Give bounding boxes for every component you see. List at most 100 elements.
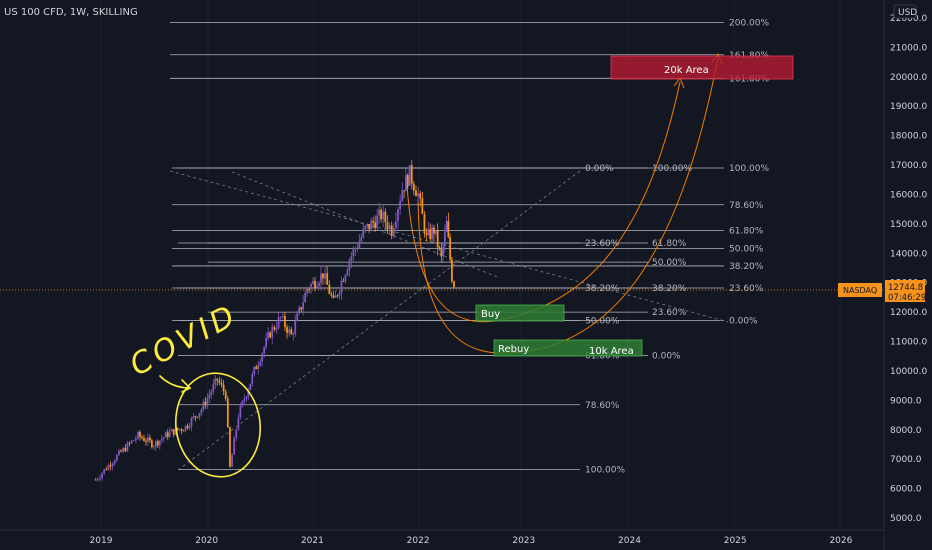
area-10k-label: 10k Area	[589, 346, 634, 357]
candle-body	[229, 427, 231, 467]
candle-body	[364, 226, 367, 230]
buy-label: Buy	[481, 309, 500, 320]
trend-lines	[169, 170, 729, 471]
candle-body	[312, 280, 314, 284]
candle-body	[115, 454, 118, 461]
candle-body	[255, 366, 258, 370]
candle-body	[208, 394, 211, 399]
candle-body	[156, 441, 159, 446]
candle-body	[148, 437, 151, 441]
y-tick-label: 5000.0	[890, 514, 922, 524]
fib-right-label: 61.80%	[729, 226, 764, 236]
target-20k-zone[interactable]: 20k Area	[610, 55, 794, 80]
fib-left-label: 78.60%	[585, 401, 620, 411]
candle-body	[332, 295, 335, 298]
candle-body	[200, 409, 203, 414]
candle-body	[126, 442, 129, 452]
candle-body	[342, 280, 345, 282]
x-tick-label: 2025	[724, 536, 747, 546]
y-tick-label: 16000.0	[890, 190, 927, 200]
candle-body	[447, 221, 450, 238]
symbol-title: US 100 CFD, 1W, SKILLING	[4, 7, 138, 18]
rebuy-zone[interactable]: Rebuy 10k Area	[493, 339, 643, 357]
bar-countdown: 07:46:29	[888, 293, 926, 303]
candle-body	[451, 259, 453, 282]
candle-body	[235, 429, 238, 438]
candle-body	[263, 347, 266, 354]
candle-body	[434, 230, 437, 234]
candle-body	[99, 477, 101, 480]
buy-zone[interactable]: Buy	[475, 304, 565, 322]
candle-body	[403, 190, 405, 192]
candle-body	[326, 273, 329, 285]
fib-inner-label: 100.00%	[652, 164, 692, 174]
candle-body	[308, 289, 310, 290]
candle-body	[288, 329, 291, 334]
candle-body	[145, 441, 147, 442]
x-tick-label: 2019	[90, 536, 113, 546]
candle-body	[243, 399, 246, 402]
x-tick-label: 2023	[512, 536, 535, 546]
candle-body	[257, 365, 260, 370]
candle-body	[412, 183, 415, 191]
candle-body	[277, 317, 280, 328]
y-tick-label: 8000.0	[890, 426, 922, 436]
candle-body	[397, 209, 399, 222]
candle-body	[212, 384, 215, 392]
candle-body	[340, 280, 343, 293]
candle-body	[366, 223, 369, 227]
candle-body	[294, 320, 297, 334]
candle-body	[247, 389, 250, 397]
candle-body	[392, 227, 395, 236]
candle-body	[190, 418, 193, 427]
candle-body	[204, 401, 207, 406]
candle-body	[374, 222, 377, 229]
candle-body	[158, 440, 161, 446]
fib-right-label: 0.00%	[729, 316, 758, 326]
time-axis[interactable]: 2019 2020 2021 2022 2023 2024 2025 2026	[90, 536, 853, 546]
candle-body	[284, 315, 286, 328]
candle-body	[419, 193, 422, 199]
candle-body	[220, 382, 223, 385]
candle-body	[94, 479, 97, 481]
candle-body	[433, 227, 435, 234]
candle-body	[261, 353, 264, 362]
covid-handwriting: COVID	[124, 297, 244, 383]
fib-inner-label: 50.00%	[652, 258, 687, 268]
candle-body	[296, 313, 299, 321]
fib-inner-label: 0.00%	[652, 352, 681, 362]
y-tick-label: 15000.0	[890, 220, 927, 230]
candle-body	[178, 429, 181, 430]
area-20k-label: 20k Area	[664, 65, 709, 76]
candle-body	[139, 431, 141, 437]
y-tick-label: 17000.0	[890, 161, 927, 171]
candle-body	[360, 237, 363, 242]
candle-body	[206, 398, 209, 406]
candle-body	[436, 230, 439, 248]
fib-left-label: 100.00%	[585, 465, 625, 475]
candle-body	[405, 174, 407, 192]
candle-body	[107, 465, 110, 470]
candle-body	[147, 437, 149, 442]
candle-body	[101, 473, 103, 478]
fib-left-label: 23.60%	[585, 239, 620, 249]
candle-body	[233, 437, 236, 455]
currency-button[interactable]: USD	[893, 4, 917, 19]
candle-body	[239, 405, 242, 418]
rebuy-label: Rebuy	[498, 344, 529, 355]
y-tick-label: 10000.0	[890, 367, 927, 377]
candle-body	[358, 241, 361, 249]
candle-body	[180, 429, 183, 431]
y-tick-label: 9000.0	[890, 396, 922, 406]
candle-body	[109, 465, 112, 467]
candle-body	[302, 302, 305, 310]
candle-body	[105, 469, 108, 471]
fib-left-label: 0.00%	[585, 164, 614, 174]
candle-body	[279, 316, 282, 318]
candle-body	[421, 198, 424, 214]
price-axis[interactable]: 5000.0 6000.0 7000.0 8000.0 9000.0 10000.0 110…	[890, 14, 927, 524]
candle-body	[222, 384, 225, 392]
candle-body	[259, 361, 262, 366]
candle-body	[390, 225, 393, 236]
